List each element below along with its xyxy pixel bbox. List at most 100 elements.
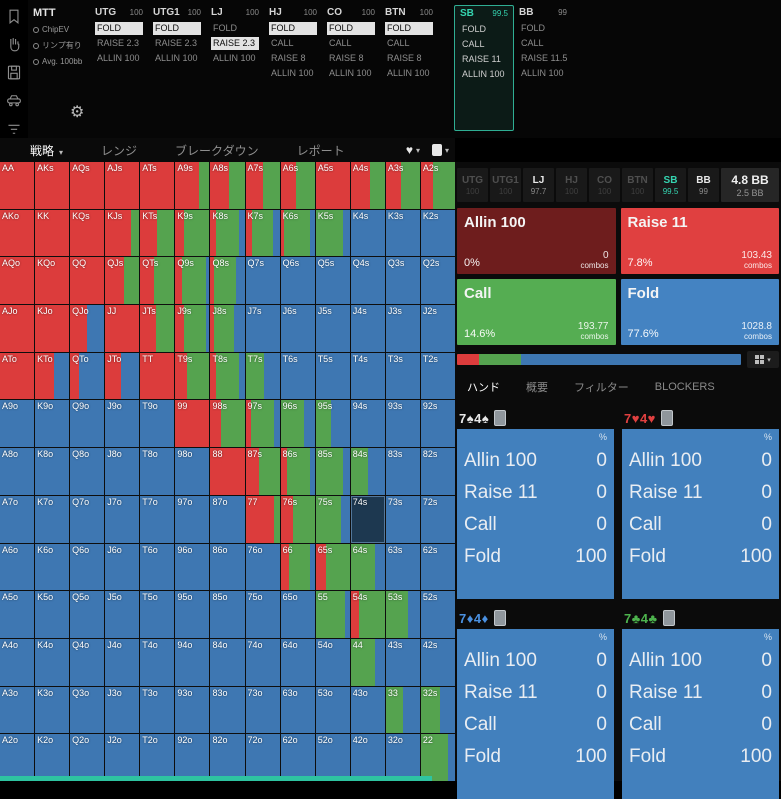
grid-cell-JJ[interactable]: JJ: [105, 305, 139, 352]
grid-cell-AKs[interactable]: AKs: [35, 162, 69, 209]
grid-cell-J7s[interactable]: J7s: [246, 305, 280, 352]
grid-cell-J5s[interactable]: J5s: [316, 305, 350, 352]
grid-cell-73s[interactable]: 73s: [386, 496, 420, 543]
grid-cell-Q9o[interactable]: Q9o: [70, 400, 104, 447]
action-option-fold[interactable]: FOLD: [95, 22, 143, 35]
grid-cell-KQo[interactable]: KQo: [35, 257, 69, 304]
grid-cell-A6s[interactable]: A6s: [281, 162, 315, 209]
grid-cell-A5o[interactable]: A5o: [0, 591, 34, 638]
grid-cell-QTo[interactable]: QTo: [70, 353, 104, 400]
grid-cell-A3o[interactable]: A3o: [0, 687, 34, 734]
grid-cell-T3s[interactable]: T3s: [386, 353, 420, 400]
action-option-allin-100[interactable]: ALLIN 100: [519, 67, 567, 80]
grid-cell-77[interactable]: 77: [246, 496, 280, 543]
grid-cell-65s[interactable]: 65s: [316, 544, 350, 591]
grid-cell-A6o[interactable]: A6o: [0, 544, 34, 591]
grid-cell-85s[interactable]: 85s: [316, 448, 350, 495]
gear-icon[interactable]: ⚙: [70, 102, 84, 122]
grid-cell-93o[interactable]: 93o: [175, 687, 209, 734]
grid-cell-64o[interactable]: 64o: [281, 639, 315, 686]
action-option-fold[interactable]: FOLD: [153, 22, 201, 35]
grid-cell-T7s[interactable]: T7s: [246, 353, 280, 400]
grid-cell-T4s[interactable]: T4s: [351, 353, 385, 400]
grid-cell-98o[interactable]: 98o: [175, 448, 209, 495]
grid-cell-Q5o[interactable]: Q5o: [70, 591, 104, 638]
grid-cell-52o[interactable]: 52o: [316, 734, 350, 781]
grid-cell-QJs[interactable]: QJs: [105, 257, 139, 304]
action-option-raise-8[interactable]: RAISE 8: [327, 52, 375, 65]
grid-cell-AQo[interactable]: AQo: [0, 257, 34, 304]
grid-cell-88[interactable]: 88: [210, 448, 244, 495]
grid-cell-Q8s[interactable]: Q8s: [210, 257, 244, 304]
grid-cell-53s[interactable]: 53s: [386, 591, 420, 638]
grid-cell-Q8o[interactable]: Q8o: [70, 448, 104, 495]
grid-cell-Q6s[interactable]: Q6s: [281, 257, 315, 304]
grid-cell-85o[interactable]: 85o: [210, 591, 244, 638]
suit-filter-dropdown[interactable]: ♥ ▾: [406, 143, 420, 157]
grid-cell-42o[interactable]: 42o: [351, 734, 385, 781]
grid-cell-93s[interactable]: 93s: [386, 400, 420, 447]
grid-cell-A5s[interactable]: A5s: [316, 162, 350, 209]
grid-cell-KQs[interactable]: KQs: [70, 210, 104, 257]
grid-cell-K2o[interactable]: K2o: [35, 734, 69, 781]
grid-cell-KTo[interactable]: KTo: [35, 353, 69, 400]
grid-cell-J3o[interactable]: J3o: [105, 687, 139, 734]
grid-cell-32s[interactable]: 32s: [421, 687, 455, 734]
grid-cell-K6o[interactable]: K6o: [35, 544, 69, 591]
grid-cell-K8s[interactable]: K8s: [210, 210, 244, 257]
grid-cell-KJs[interactable]: KJs: [105, 210, 139, 257]
action-option-allin-100[interactable]: ALLIN 100: [153, 52, 201, 65]
action-option-allin-100[interactable]: ALLIN 100: [95, 52, 143, 65]
grid-cell-43o[interactable]: 43o: [351, 687, 385, 734]
grid-cell-J2o[interactable]: J2o: [105, 734, 139, 781]
grid-cell-66[interactable]: 66: [281, 544, 315, 591]
grid-cell-32o[interactable]: 32o: [386, 734, 420, 781]
action-option-fold[interactable]: FOLD: [460, 23, 508, 36]
grid-cell-AA[interactable]: AA: [0, 162, 34, 209]
grid-cell-74s[interactable]: 74s: [351, 496, 385, 543]
grid-cell-84o[interactable]: 84o: [210, 639, 244, 686]
grid-cell-22[interactable]: 22: [421, 734, 455, 781]
grid-cell-Q2o[interactable]: Q2o: [70, 734, 104, 781]
grid-cell-92s[interactable]: 92s: [421, 400, 455, 447]
grid-cell-55[interactable]: 55: [316, 591, 350, 638]
grid-cell-53o[interactable]: 53o: [316, 687, 350, 734]
grid-cell-K3o[interactable]: K3o: [35, 687, 69, 734]
grid-cell-J9s[interactable]: J9s: [175, 305, 209, 352]
grid-cell-K6s[interactable]: K6s: [281, 210, 315, 257]
save-icon[interactable]: [4, 63, 24, 82]
grid-cell-Q6o[interactable]: Q6o: [70, 544, 104, 591]
detail-tab-フィルター[interactable]: フィルター: [574, 379, 629, 395]
grid-cell-Q7s[interactable]: Q7s: [246, 257, 280, 304]
grid-cell-Q3o[interactable]: Q3o: [70, 687, 104, 734]
grid-cell-86o[interactable]: 86o: [210, 544, 244, 591]
grid-cell-63s[interactable]: 63s: [386, 544, 420, 591]
grid-cell-Q7o[interactable]: Q7o: [70, 496, 104, 543]
grid-cell-J8o[interactable]: J8o: [105, 448, 139, 495]
bookmark-icon[interactable]: [4, 7, 24, 26]
grid-cell-A7o[interactable]: A7o: [0, 496, 34, 543]
grid-cell-83s[interactable]: 83s: [386, 448, 420, 495]
grid-cell-J5o[interactable]: J5o: [105, 591, 139, 638]
grid-cell-87o[interactable]: 87o: [210, 496, 244, 543]
grid-cell-73o[interactable]: 73o: [246, 687, 280, 734]
grid-cell-42s[interactable]: 42s: [421, 639, 455, 686]
action-option-call[interactable]: CALL: [460, 38, 508, 51]
grid-cell-K9o[interactable]: K9o: [35, 400, 69, 447]
action-option-fold[interactable]: FOLD: [327, 22, 375, 35]
grid-cell-J6o[interactable]: J6o: [105, 544, 139, 591]
grid-cell-J7o[interactable]: J7o: [105, 496, 139, 543]
action-option-fold[interactable]: FOLD: [519, 22, 567, 35]
grid-cell-83o[interactable]: 83o: [210, 687, 244, 734]
grid-cell-Q4s[interactable]: Q4s: [351, 257, 385, 304]
grid-cell-AQs[interactable]: AQs: [70, 162, 104, 209]
action-option-fold[interactable]: FOLD: [269, 22, 317, 35]
action-option-allin-100[interactable]: ALLIN 100: [211, 52, 259, 65]
action-option-raise-11-5[interactable]: RAISE 11.5: [519, 52, 567, 65]
